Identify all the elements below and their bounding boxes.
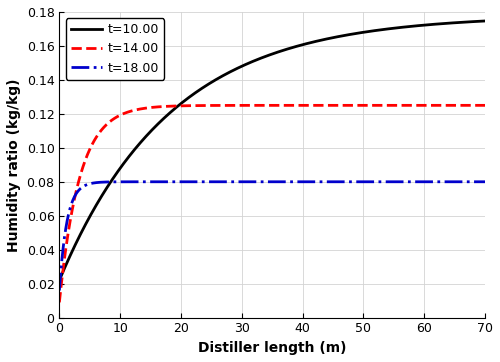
t=14.00 [105, 121, 111, 126]
Line: t=10.00: t=10.00 [60, 21, 485, 280]
t=10.00 [220, 74, 226, 78]
t=14.00 [130, 108, 136, 113]
t=14.00 [238, 103, 244, 108]
t=14.00 [220, 103, 226, 108]
t=18.00 [130, 180, 136, 184]
t=18.00 [336, 180, 342, 184]
t=14.00 [482, 103, 488, 108]
t=14.00 [474, 103, 480, 108]
t=10.00 [130, 149, 136, 153]
t=18.00 [482, 180, 488, 184]
Y-axis label: Humidity ratio (kg/kg): Humidity ratio (kg/kg) [7, 78, 21, 252]
t=10.00 [238, 64, 244, 69]
t=18.00 [474, 180, 480, 184]
t=10.00 [428, 22, 434, 27]
t=14.00 [56, 300, 62, 304]
Line: t=14.00: t=14.00 [60, 105, 485, 302]
t=18.00 [56, 288, 62, 292]
Line: t=18.00: t=18.00 [60, 182, 485, 290]
X-axis label: Distiller length (m): Distiller length (m) [198, 341, 346, 355]
t=10.00 [105, 184, 111, 188]
t=10.00 [482, 19, 488, 23]
t=18.00 [105, 180, 111, 184]
t=14.00 [428, 103, 434, 108]
t=18.00 [238, 180, 244, 184]
t=18.00 [428, 180, 434, 184]
t=10.00 [56, 278, 62, 282]
t=18.00 [220, 180, 226, 184]
t=10.00 [474, 19, 480, 24]
Legend: t=10.00, t=14.00, t=18.00: t=10.00, t=14.00, t=18.00 [66, 18, 164, 80]
